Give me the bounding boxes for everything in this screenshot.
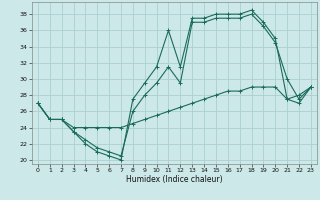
X-axis label: Humidex (Indice chaleur): Humidex (Indice chaleur) bbox=[126, 175, 223, 184]
